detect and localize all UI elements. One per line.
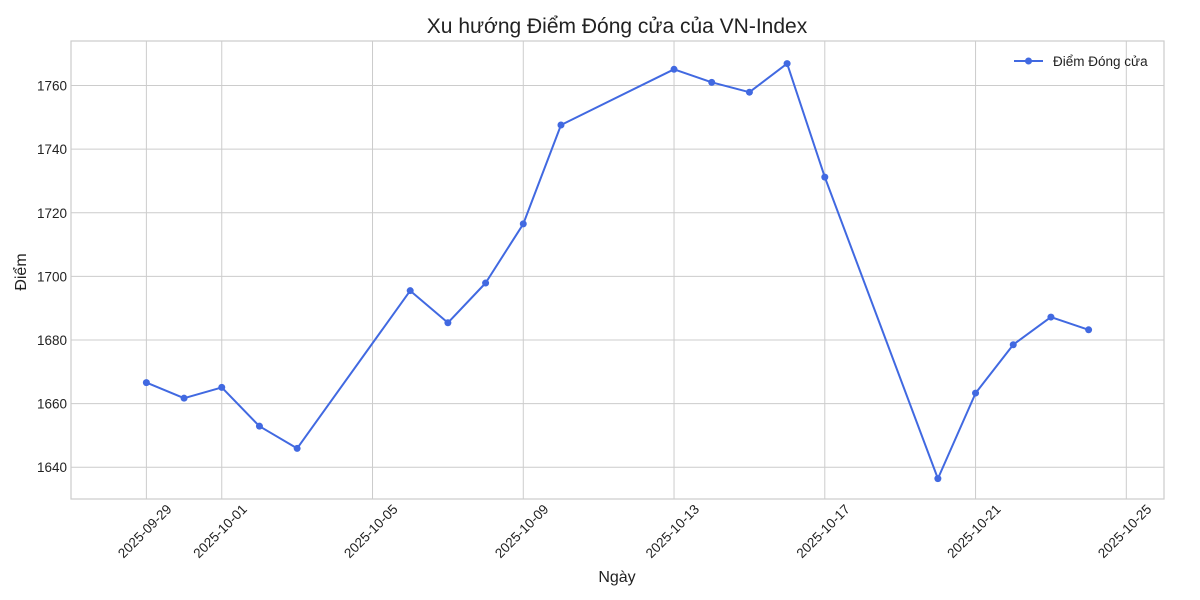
data-point: [444, 319, 452, 327]
x-axis-ticks: 2025-09-29 2025-10-01 2025-10-05 2025-10-09…: [115, 502, 1154, 561]
y-tick-label: 1680: [37, 333, 67, 348]
legend: Điểm Đóng cửa: [1014, 54, 1148, 69]
legend-point-marker: [1025, 57, 1032, 65]
x-tick-label: 2025-09-29: [115, 502, 174, 561]
x-tick-label: 2025-10-25: [1095, 502, 1154, 561]
x-tick-label: 2025-10-21: [944, 502, 1003, 561]
chart-title: Xu hướng Điểm Đóng cửa của VN-Index: [427, 15, 808, 38]
data-point: [1085, 326, 1093, 334]
data-point: [821, 173, 829, 181]
data-point: [482, 279, 490, 287]
y-tick-label: 1740: [37, 142, 67, 157]
data-point: [670, 65, 678, 73]
x-tick-label: 2025-10-05: [341, 502, 400, 561]
data-point: [783, 60, 791, 68]
x-axis-label: Ngày: [598, 569, 635, 586]
legend-label: Điểm Đóng cửa: [1053, 54, 1148, 69]
y-axis-ticks: 1640 1660 1680 1700 1720 1740 1760: [37, 79, 67, 476]
data-point: [180, 394, 188, 402]
x-tick-label: 2025-10-09: [492, 502, 551, 561]
data-point: [934, 475, 942, 483]
x-tick-label: 2025-10-01: [190, 502, 249, 561]
y-tick-label: 1760: [37, 79, 67, 94]
grid-lines: [71, 41, 1164, 499]
series-line: [146, 62, 1089, 480]
data-point: [972, 389, 980, 397]
y-tick-label: 1720: [37, 206, 67, 221]
x-tick-label: 2025-10-13: [643, 502, 702, 561]
y-tick-label: 1660: [37, 397, 67, 412]
data-point: [745, 88, 753, 96]
data-point: [519, 220, 527, 228]
plot-frame: [70, 40, 1165, 500]
data-point: [557, 121, 565, 129]
data-point: [1047, 313, 1055, 321]
series-layer: [142, 60, 1093, 483]
data-point: [406, 287, 414, 295]
data-point: [708, 78, 716, 86]
data-point: [218, 383, 226, 391]
data-point: [1009, 341, 1017, 349]
data-point: [255, 422, 263, 430]
y-axis-label: Điểm: [12, 253, 30, 290]
x-tick-label: 2025-10-17: [793, 502, 852, 561]
data-point: [293, 444, 301, 452]
y-tick-label: 1700: [37, 269, 67, 284]
y-tick-label: 1640: [37, 460, 67, 475]
data-point: [142, 379, 150, 387]
